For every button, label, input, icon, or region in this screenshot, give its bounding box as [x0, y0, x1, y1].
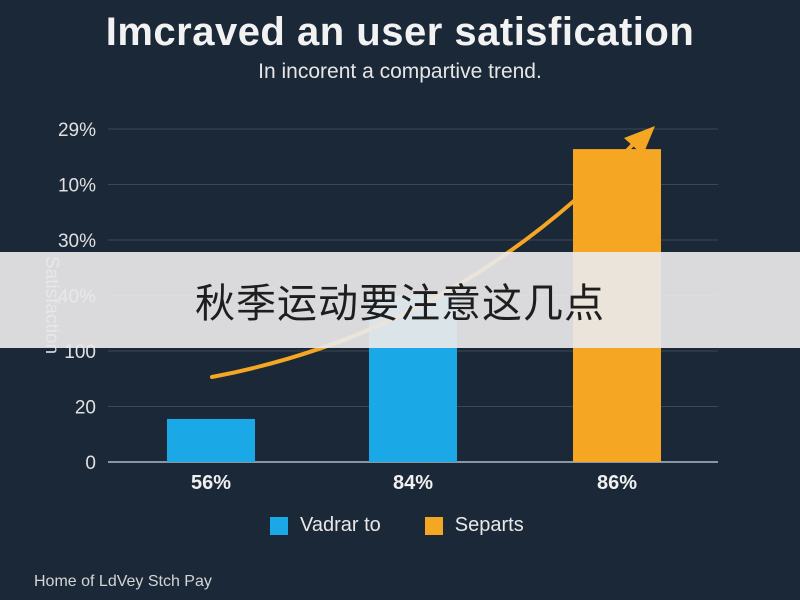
y-tick-label-1: 20	[75, 398, 96, 419]
overlay-text: 秋季运动要注意这几点	[195, 281, 605, 327]
legend-label-1: Vadrar to	[300, 514, 381, 536]
y-tick-label-5: 10%	[58, 176, 96, 197]
overlay-banner: 秋季运动要注意这几点	[0, 252, 800, 348]
legend-item-1: Vadrar to	[270, 514, 381, 537]
x-tick-label-3: 86%	[597, 472, 637, 494]
chart-subtitle: In incorent a compartive trend.	[258, 60, 542, 83]
y-tick-label-4: 30%	[58, 231, 96, 252]
footer-text: Home of LdVey Stch Pay	[34, 573, 212, 590]
legend-swatch-2	[424, 516, 443, 535]
y-tick-label-6: 29%	[58, 120, 96, 141]
legend-swatch-1	[270, 516, 288, 535]
x-tick-label-1: 56%	[191, 472, 231, 494]
legend-label-2: Separts	[454, 514, 524, 536]
legend-item-2: Separts	[424, 514, 524, 537]
trend-arrow-head	[624, 126, 655, 155]
chart-title: Imcraved an user satisfication	[105, 10, 695, 54]
bar-1	[167, 418, 255, 462]
legend: Vadrar to Separts	[270, 514, 568, 537]
y-tick-label-0: 0	[85, 453, 96, 474]
x-tick-label-2: 84%	[393, 472, 433, 494]
